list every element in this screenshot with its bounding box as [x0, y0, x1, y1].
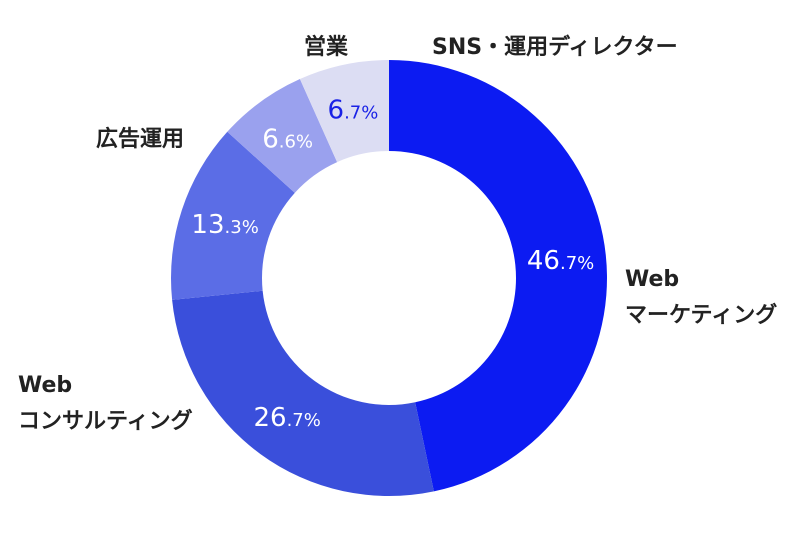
- slice-category-label: SNS・運用ディレクター: [432, 34, 678, 60]
- slices: [171, 60, 607, 496]
- slice-value-label: 6.6%: [262, 124, 313, 154]
- pie-slice: [299, 60, 389, 163]
- slice-value-label: 26.7%: [253, 403, 320, 433]
- category-labels: Web マーケティング Web コンサルティング 広告運用 営業 SNS・運用ディレクター: [18, 34, 777, 434]
- pie-slice: [389, 60, 607, 492]
- slice-category-label: 営業: [304, 34, 349, 60]
- slice-value-label: 46.7%: [527, 246, 594, 276]
- pie-slice: [171, 131, 295, 300]
- slice-value-label: 13.3%: [191, 210, 258, 240]
- pie-slice: [172, 290, 434, 496]
- value-labels: 46.7% 26.7% 13.3% 6.6% 6.7%: [191, 95, 594, 433]
- slice-value-label: 6.7%: [328, 95, 379, 125]
- slice-category-label: Web マーケティング: [625, 267, 777, 328]
- pie-slice: [227, 79, 338, 193]
- slice-category-label: Web コンサルティング: [18, 373, 193, 434]
- slice-category-label: 広告運用: [96, 126, 184, 152]
